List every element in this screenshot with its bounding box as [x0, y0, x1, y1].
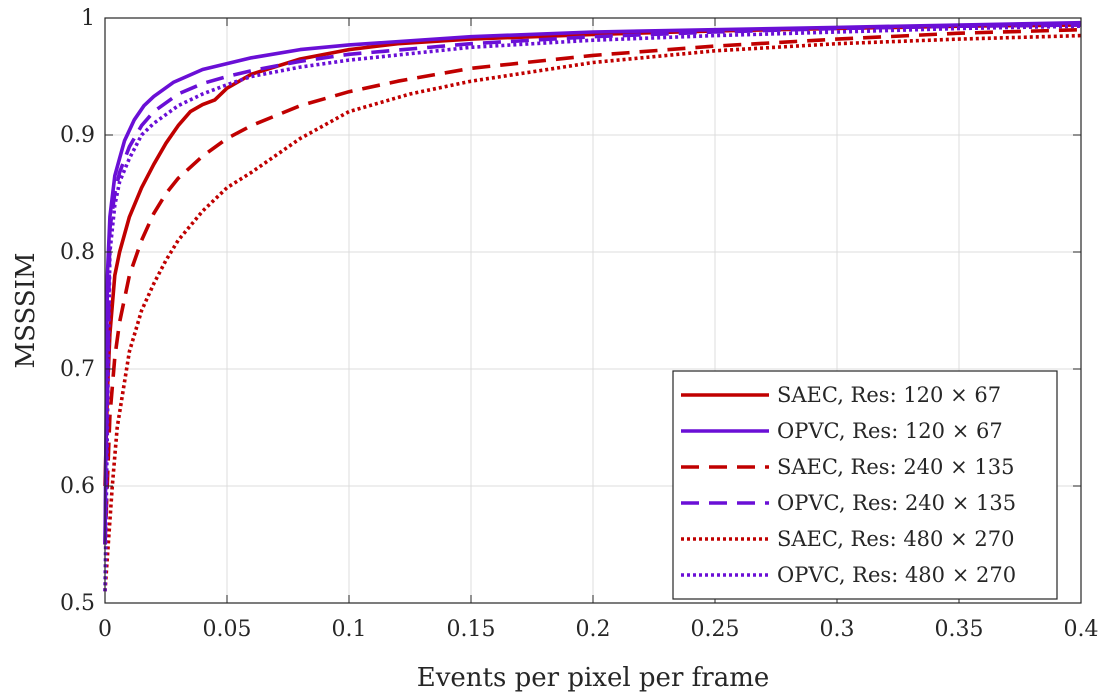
series-line-1 — [103, 23, 1082, 487]
series-line-5 — [103, 33, 1082, 592]
legend-label-3: SAEC, Res: 240 × 135 — [777, 455, 1014, 479]
y-tick-label: 1 — [81, 6, 95, 31]
legend-label-5: SAEC, Res: 480 × 270 — [777, 527, 1014, 551]
x-tick-label: 0.2 — [576, 617, 611, 642]
y-tick-label: 0.7 — [60, 357, 95, 382]
y-tick-label: 0.8 — [60, 240, 95, 265]
series-line-6 — [103, 24, 1082, 592]
legend-label-2: OPVC, Res: 120 × 67 — [777, 419, 1003, 443]
x-tick-label: 0.35 — [935, 617, 984, 642]
x-axis-label: Events per pixel per frame — [417, 663, 770, 693]
y-tick-label: 0.5 — [60, 591, 95, 616]
legend-label-4: OPVC, Res: 240 × 135 — [777, 491, 1016, 515]
x-tick-label: 0.25 — [691, 617, 740, 642]
x-tick-label: 0.15 — [447, 617, 496, 642]
x-tick-label: 0.3 — [820, 617, 855, 642]
x-tick-label: 0.1 — [332, 617, 367, 642]
legend: SAEC, Res: 120 × 67 OPVC, Res: 120 × 67 SA… — [672, 370, 1058, 600]
y-tick-label: 0.9 — [60, 123, 95, 148]
legend-box — [672, 370, 1058, 600]
series-layer — [103, 20, 1082, 592]
x-tick-label: 0 — [98, 617, 112, 642]
series-line-3 — [103, 27, 1082, 545]
y-tick-label: 0.6 — [60, 474, 95, 499]
axis-ticks — [104, 17, 1082, 604]
legend-label-6: OPVC, Res: 480 × 270 — [777, 563, 1016, 587]
x-tick-label: 0.05 — [203, 617, 252, 642]
series-line-2 — [103, 20, 1082, 545]
y-axis-label: MSSSIM — [11, 252, 41, 368]
x-tick-label: 0.4 — [1064, 617, 1099, 642]
legend-label-1: SAEC, Res: 120 × 67 — [777, 383, 1001, 407]
series-line-4 — [103, 23, 1082, 545]
tick-labels: 0 0.05 0.1 0.15 0.2 0.25 0.3 0.35 0.4 0.5 0.6 0.7 0.… — [60, 6, 1099, 642]
